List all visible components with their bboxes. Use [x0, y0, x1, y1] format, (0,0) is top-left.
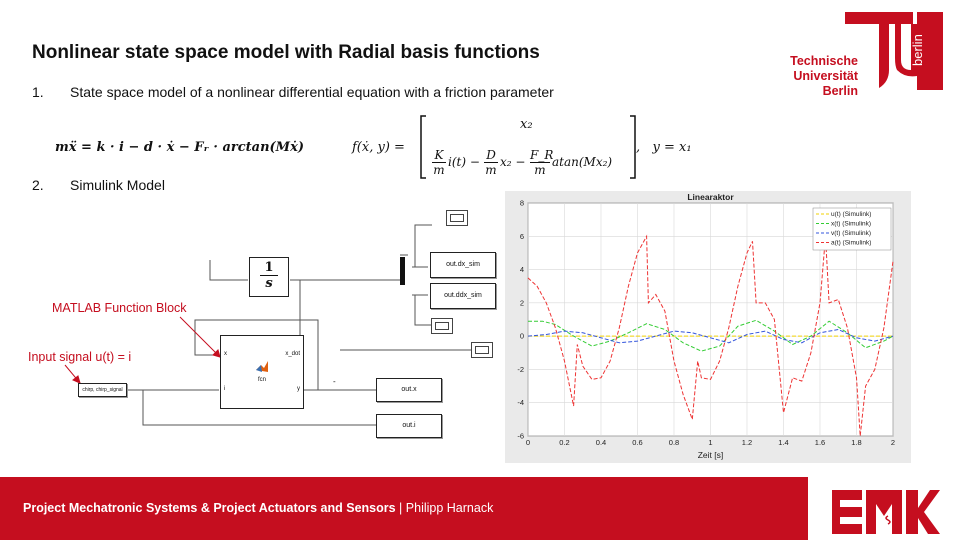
- y-tick-label: 0: [520, 332, 524, 341]
- legend-entry: a(t) (Simulink): [831, 240, 871, 247]
- integrator-den: s: [265, 276, 273, 291]
- series-line-2: [527, 328, 894, 344]
- footer-separator: |: [395, 501, 406, 515]
- frac-m: m: [485, 163, 497, 177]
- ode-equation: mẍ = k · i − d · ẋ − Fᵣ · arctan(Mẋ): [55, 140, 304, 155]
- series-line-1: [528, 319, 894, 352]
- footer-author: Philipp Harnack: [405, 501, 494, 515]
- x-axis-label: Zeit [s]: [698, 450, 724, 460]
- y-tick-label: -6: [517, 432, 524, 441]
- port-xdot: x_dot: [285, 351, 300, 357]
- matlab-icon: [256, 361, 268, 372]
- out-ddx-block[interactable]: out.ddx_sim: [430, 283, 496, 309]
- wire-label: -: [333, 377, 336, 386]
- tu-logo-icon: [845, 12, 943, 90]
- out-i-block[interactable]: out.i: [376, 414, 442, 438]
- simulink-diagram: [64, 224, 472, 426]
- chirp-block[interactable]: chirp, chirp_signal: [78, 383, 127, 397]
- frac-d: D: [484, 148, 498, 163]
- chart-title: Linearaktor: [687, 192, 734, 202]
- tu-logo-text: Technische Universität Berlin: [790, 54, 858, 99]
- linearaktor-chart: 0 0.2 0.4 0.6 0.8 1 1.2 1.4 1.6 1.8 2 -6 -4 -2 0 2 4 6 8 L…: [505, 191, 911, 463]
- scope-screen: [450, 214, 464, 222]
- logo-line: Berlin: [822, 84, 858, 98]
- scope-screen: [475, 346, 489, 354]
- logo-vertical-text: berlin: [910, 34, 925, 66]
- x-tick-label: 1.2: [742, 438, 752, 447]
- logo-line: Technische: [790, 54, 858, 68]
- x-tick-label: 0.8: [669, 438, 679, 447]
- x-tick-label: 2: [891, 438, 895, 447]
- frac-m: m: [534, 163, 546, 177]
- frac-m: m: [433, 163, 445, 177]
- list-number: 1.: [32, 84, 44, 100]
- footer-text: Project Mechatronic Systems & Project Ac…: [23, 501, 493, 515]
- x-tick-label: 0: [526, 438, 530, 447]
- x-tick-label: 0.6: [632, 438, 642, 447]
- state-vector: [420, 115, 636, 179]
- footer-project: Project Mechatronic Systems & Project Ac…: [23, 501, 396, 515]
- y-tick-label: 2: [520, 298, 524, 307]
- y-tick-label: 4: [520, 265, 524, 274]
- integrator-num: 1: [260, 260, 278, 276]
- fcn-label: fcn: [257, 377, 266, 383]
- vector-x2-term: x₂ −: [500, 155, 526, 169]
- footer-bar: Project Mechatronic Systems & Project Ac…: [0, 477, 808, 540]
- vector-row1: x₂: [520, 117, 533, 132]
- chart-legend: u(t) (Simulink) x(t) (Simulink) v(t) (Simu…: [812, 207, 892, 251]
- y-tick-label: -4: [517, 398, 524, 407]
- state-function-lhs: f(ẋ, y) =: [352, 140, 405, 155]
- y-tick-label: -2: [517, 365, 524, 374]
- vector-atan-term: atan(Mx₂): [552, 155, 613, 169]
- list-text: Simulink Model: [70, 177, 165, 193]
- frac-fr: F_R: [530, 148, 554, 163]
- matlab-fcn-annotation: MATLAB Function Block: [52, 301, 187, 315]
- scope-screen: [435, 322, 449, 330]
- x-tick-label: 1.6: [815, 438, 825, 447]
- out-dx-block[interactable]: out.dx_sim: [430, 252, 496, 278]
- legend-entry: x(t) (Simulink): [831, 221, 871, 228]
- x-tick-label: 0.4: [596, 438, 606, 447]
- x-tick-label: 1.8: [851, 438, 861, 447]
- frac-k: K: [432, 148, 446, 163]
- logo-line: Universität: [793, 69, 858, 83]
- input-signal-annotation: Input signal u(t) = i: [28, 350, 132, 364]
- port-x: x: [224, 351, 227, 357]
- x-tick-label: 0.2: [559, 438, 569, 447]
- x-tick-label: 1: [708, 438, 712, 447]
- y-tick-label: 6: [520, 232, 524, 241]
- scope-block[interactable]: [471, 342, 493, 358]
- output-equation: , y = x₁: [636, 140, 692, 155]
- x-tick-label: 1.4: [778, 438, 788, 447]
- port-i: i: [224, 386, 226, 392]
- vector-i-term: i(t) −: [448, 155, 480, 169]
- chart-ticks: 0 0.2 0.4 0.6 0.8 1 1.2 1.4 1.6 1.8 2 -6 -4 -2 0 2 4 6 8: [517, 199, 895, 448]
- list-number: 2.: [32, 177, 44, 193]
- out-x-block[interactable]: out.x: [376, 378, 442, 402]
- y-tick-label: 8: [520, 199, 524, 208]
- scope-block[interactable]: [431, 318, 453, 334]
- legend-entry: v(t) (Simulink): [831, 230, 871, 237]
- emk-logo-icon: [832, 490, 940, 534]
- scope-block[interactable]: [446, 210, 468, 226]
- chart-series: [527, 234, 894, 437]
- port-y: y: [297, 386, 300, 392]
- legend-entry: u(t) (Simulink): [831, 211, 871, 218]
- matlab-function-block[interactable]: x i x_dot y fcn: [220, 335, 304, 409]
- series-line-3: [527, 234, 894, 437]
- slide-title: Nonlinear state space model with Radial …: [32, 42, 540, 63]
- list-text: State space model of a nonlinear differe…: [70, 84, 554, 100]
- integrator-block[interactable]: 1 s: [249, 257, 289, 297]
